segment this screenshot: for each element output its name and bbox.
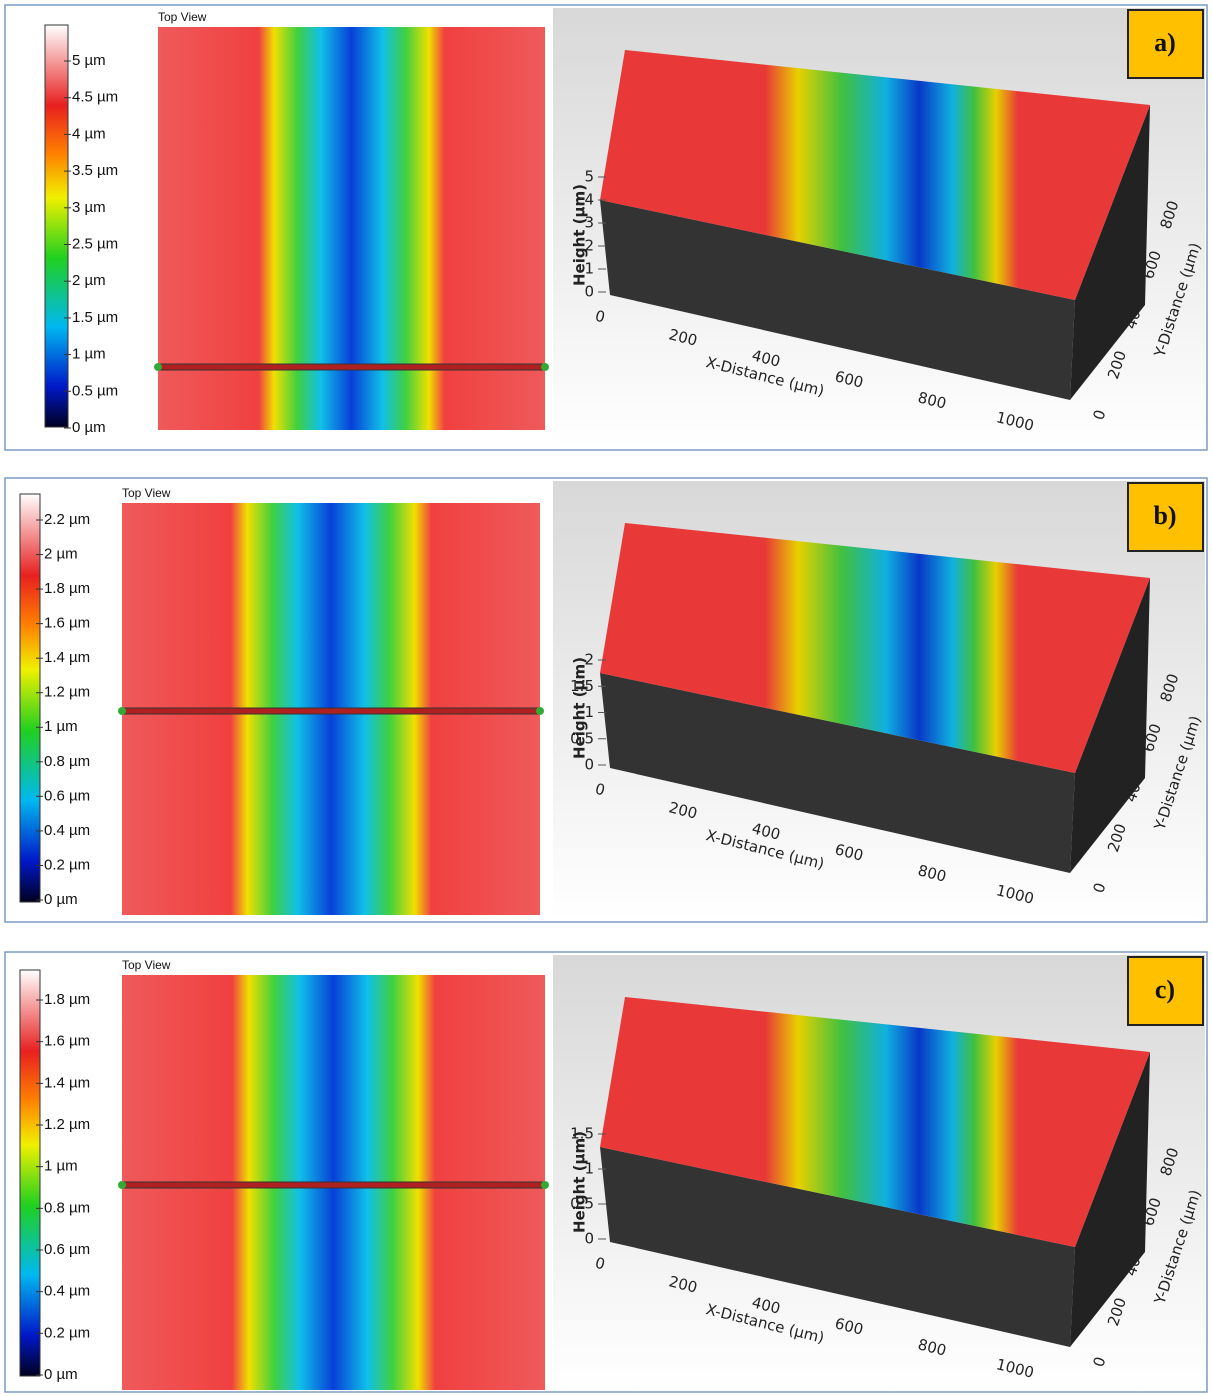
colorbar-label: 0.4 µm	[44, 822, 90, 839]
block-front	[600, 200, 1075, 400]
colorbar-label: 0.8 µm	[44, 753, 90, 770]
x-tick-label: 0	[593, 780, 607, 800]
block-side	[1070, 578, 1150, 873]
height-axis-label: Height (µm)	[571, 657, 589, 759]
colorbar-label: 1.8 µm	[44, 580, 90, 597]
colorbar-label: 1.6 µm	[44, 615, 90, 632]
profile-handle	[154, 363, 162, 371]
colorbar-label: 1 µm	[44, 1158, 78, 1175]
top-view-title: Top View	[122, 486, 171, 500]
surface	[600, 997, 1150, 1247]
colorbar	[19, 969, 41, 1377]
height-tick-label: 2	[584, 237, 594, 255]
panel-label-box	[1127, 956, 1204, 1026]
block-side	[1070, 105, 1150, 400]
profile-handle	[118, 1181, 126, 1189]
surface	[600, 523, 1150, 773]
colorbar-label: 0.2 µm	[44, 856, 90, 873]
panel-label-box	[1127, 482, 1204, 552]
colorbar-label: 1.5 µm	[72, 309, 118, 326]
height-tick-label: 3	[584, 214, 594, 232]
height-tick-label: 0.5	[570, 729, 594, 747]
height-tick-label: 2	[584, 651, 594, 669]
height-axis-label: Height (µm)	[571, 184, 589, 286]
profile-handle	[541, 363, 549, 371]
colorbar	[19, 493, 41, 903]
colorbar-label: 1 µm	[72, 346, 106, 363]
colorbar-label: 1.2 µm	[44, 684, 90, 701]
profile-line	[157, 363, 546, 371]
block-front	[600, 1147, 1075, 1347]
panel-label-box	[1127, 9, 1204, 79]
top-view-title: Top View	[158, 10, 207, 24]
colorbar-label: 0.2 µm	[44, 1324, 90, 1341]
height-tick-label: 1	[584, 260, 594, 278]
x-tick-label: 0	[593, 1254, 607, 1274]
height-tick-label: 1.5	[570, 677, 594, 695]
block-front	[600, 673, 1075, 873]
height-tick-label: 0	[584, 283, 594, 301]
height-axis-label: Height (µm)	[571, 1131, 589, 1233]
colorbar-label: 2.5 µm	[72, 235, 118, 252]
colorbar-label: 0.6 µm	[44, 787, 90, 804]
profile-handle	[118, 707, 126, 715]
top-view-map	[158, 27, 545, 430]
colorbar-label: 1.6 µm	[44, 1033, 90, 1050]
colorbar-label: 1.4 µm	[44, 649, 90, 666]
colorbar	[44, 24, 69, 428]
height-tick-label: 4	[584, 191, 594, 209]
profile-handle	[536, 707, 544, 715]
colorbar-label: 0.6 µm	[44, 1241, 90, 1258]
height-tick-label: 1	[584, 703, 594, 721]
colorbar-label: 3.5 µm	[72, 162, 118, 179]
colorbar-label: 1.4 µm	[44, 1074, 90, 1091]
colorbar-label: 0.4 µm	[44, 1283, 90, 1300]
colorbar-label: 2 µm	[44, 546, 78, 563]
profile-handle	[541, 1181, 549, 1189]
colorbar-label: 2.2 µm	[44, 511, 90, 528]
colorbar-label: 1 µm	[44, 718, 78, 735]
panel-label: a)	[1154, 28, 1176, 57]
colorbar-label: 0 µm	[44, 891, 78, 908]
colorbar-label: 1.8 µm	[44, 991, 90, 1008]
colorbar-label: 2 µm	[72, 272, 106, 289]
panel-label: b)	[1153, 501, 1176, 530]
colorbar-label: 3 µm	[72, 199, 106, 216]
block-side	[1070, 1052, 1150, 1347]
height-tick-label: 0	[584, 756, 594, 774]
colorbar-label: 0 µm	[72, 419, 106, 436]
colorbar-label: 0 µm	[44, 1366, 78, 1383]
profile-line	[121, 1181, 546, 1189]
height-tick-label: 1.5	[570, 1125, 594, 1143]
height-tick-label: 1	[584, 1160, 594, 1178]
top-view-title: Top View	[122, 958, 171, 972]
colorbar-label: 0.8 µm	[44, 1199, 90, 1216]
panel-label: c)	[1155, 975, 1175, 1004]
profile-line	[121, 707, 541, 715]
colorbar-label: 1.2 µm	[44, 1116, 90, 1133]
colorbar-label: 0.5 µm	[72, 382, 118, 399]
height-tick-label: 0	[584, 1230, 594, 1248]
surface	[600, 50, 1150, 300]
colorbar-label: 4.5 µm	[72, 89, 118, 106]
x-tick-label: 0	[593, 307, 607, 327]
height-tick-label: 5	[584, 168, 594, 186]
colorbar-label: 4 µm	[72, 125, 106, 142]
height-tick-label: 0.5	[570, 1195, 594, 1213]
colorbar-label: 5 µm	[72, 52, 106, 69]
